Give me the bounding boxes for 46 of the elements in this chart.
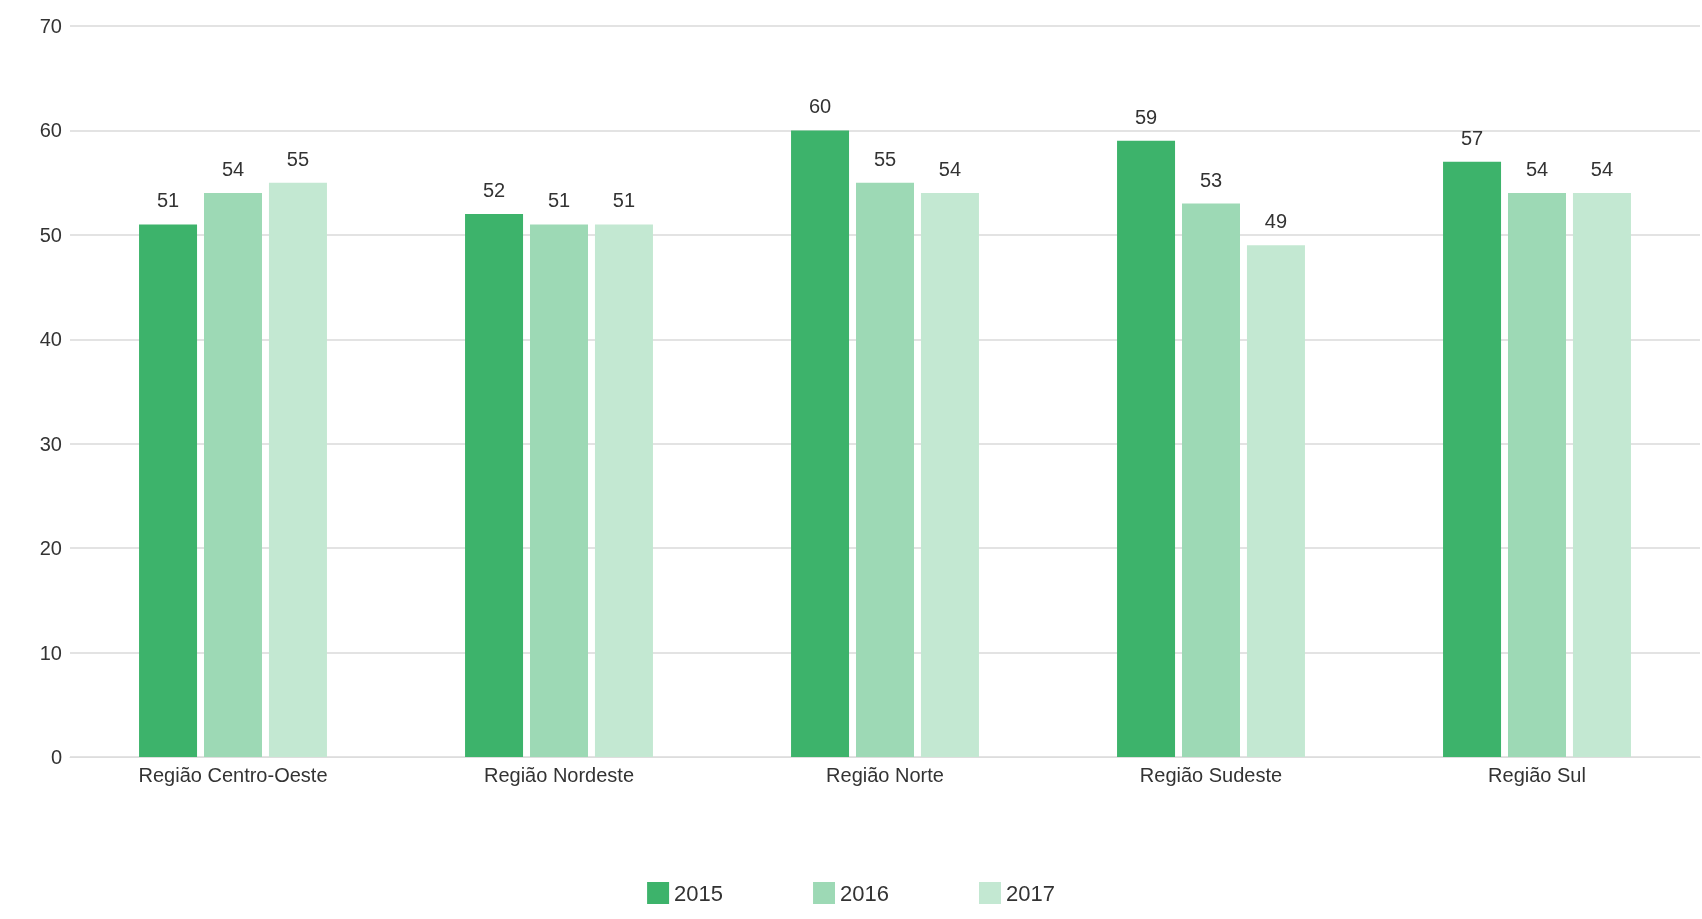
data-label: 52 bbox=[482, 178, 506, 201]
bar bbox=[1443, 161, 1502, 757]
bar bbox=[1508, 193, 1566, 757]
legend-label: 2017 bbox=[1005, 880, 1055, 906]
bar bbox=[1117, 140, 1176, 757]
x-tick-label: Região Norte bbox=[826, 764, 944, 786]
y-tick-label: 30 bbox=[39, 432, 62, 455]
x-tick-label: Região Nordeste bbox=[483, 764, 635, 786]
data-label: 54 bbox=[1590, 158, 1614, 181]
x-tick-label: Região Sudeste bbox=[1139, 764, 1283, 786]
bar bbox=[1246, 245, 1305, 757]
legend-label: 2015 bbox=[674, 880, 724, 906]
data-label: 55 bbox=[286, 147, 310, 170]
data-label: 54 bbox=[221, 158, 245, 181]
y-tick-label: 60 bbox=[39, 119, 62, 142]
data-label: 59 bbox=[1134, 105, 1158, 128]
x-tick-label: Região Centro-Oeste bbox=[138, 764, 328, 786]
data-label: 60 bbox=[808, 95, 832, 118]
bar bbox=[1572, 193, 1631, 757]
bar bbox=[204, 193, 262, 757]
y-tick-label: 50 bbox=[39, 223, 62, 246]
data-label: 55 bbox=[873, 147, 897, 170]
bar bbox=[791, 130, 850, 757]
data-label: 49 bbox=[1264, 210, 1288, 233]
y-tick-label: 40 bbox=[39, 328, 62, 351]
bar bbox=[1182, 203, 1240, 757]
data-label: 57 bbox=[1460, 126, 1484, 149]
data-label: 53 bbox=[1199, 168, 1223, 191]
bar bbox=[856, 182, 914, 757]
y-tick-label: 0 bbox=[50, 746, 62, 768]
data-label: 51 bbox=[612, 189, 636, 212]
bar bbox=[268, 182, 327, 757]
x-tick-label: Região Sul bbox=[1488, 764, 1586, 786]
data-label: 51 bbox=[547, 189, 571, 212]
bar bbox=[530, 224, 588, 757]
data-label: 54 bbox=[1525, 158, 1549, 181]
legend-label: 2016 bbox=[840, 880, 889, 906]
bar bbox=[465, 213, 524, 757]
bar bbox=[594, 224, 653, 757]
y-tick-label: 10 bbox=[39, 641, 62, 664]
data-label: 51 bbox=[156, 189, 180, 212]
data-label: 54 bbox=[938, 158, 962, 181]
y-tick-label: 20 bbox=[39, 537, 62, 560]
bar bbox=[920, 193, 979, 757]
bar bbox=[139, 224, 198, 757]
y-tick-label: 70 bbox=[39, 15, 62, 37]
